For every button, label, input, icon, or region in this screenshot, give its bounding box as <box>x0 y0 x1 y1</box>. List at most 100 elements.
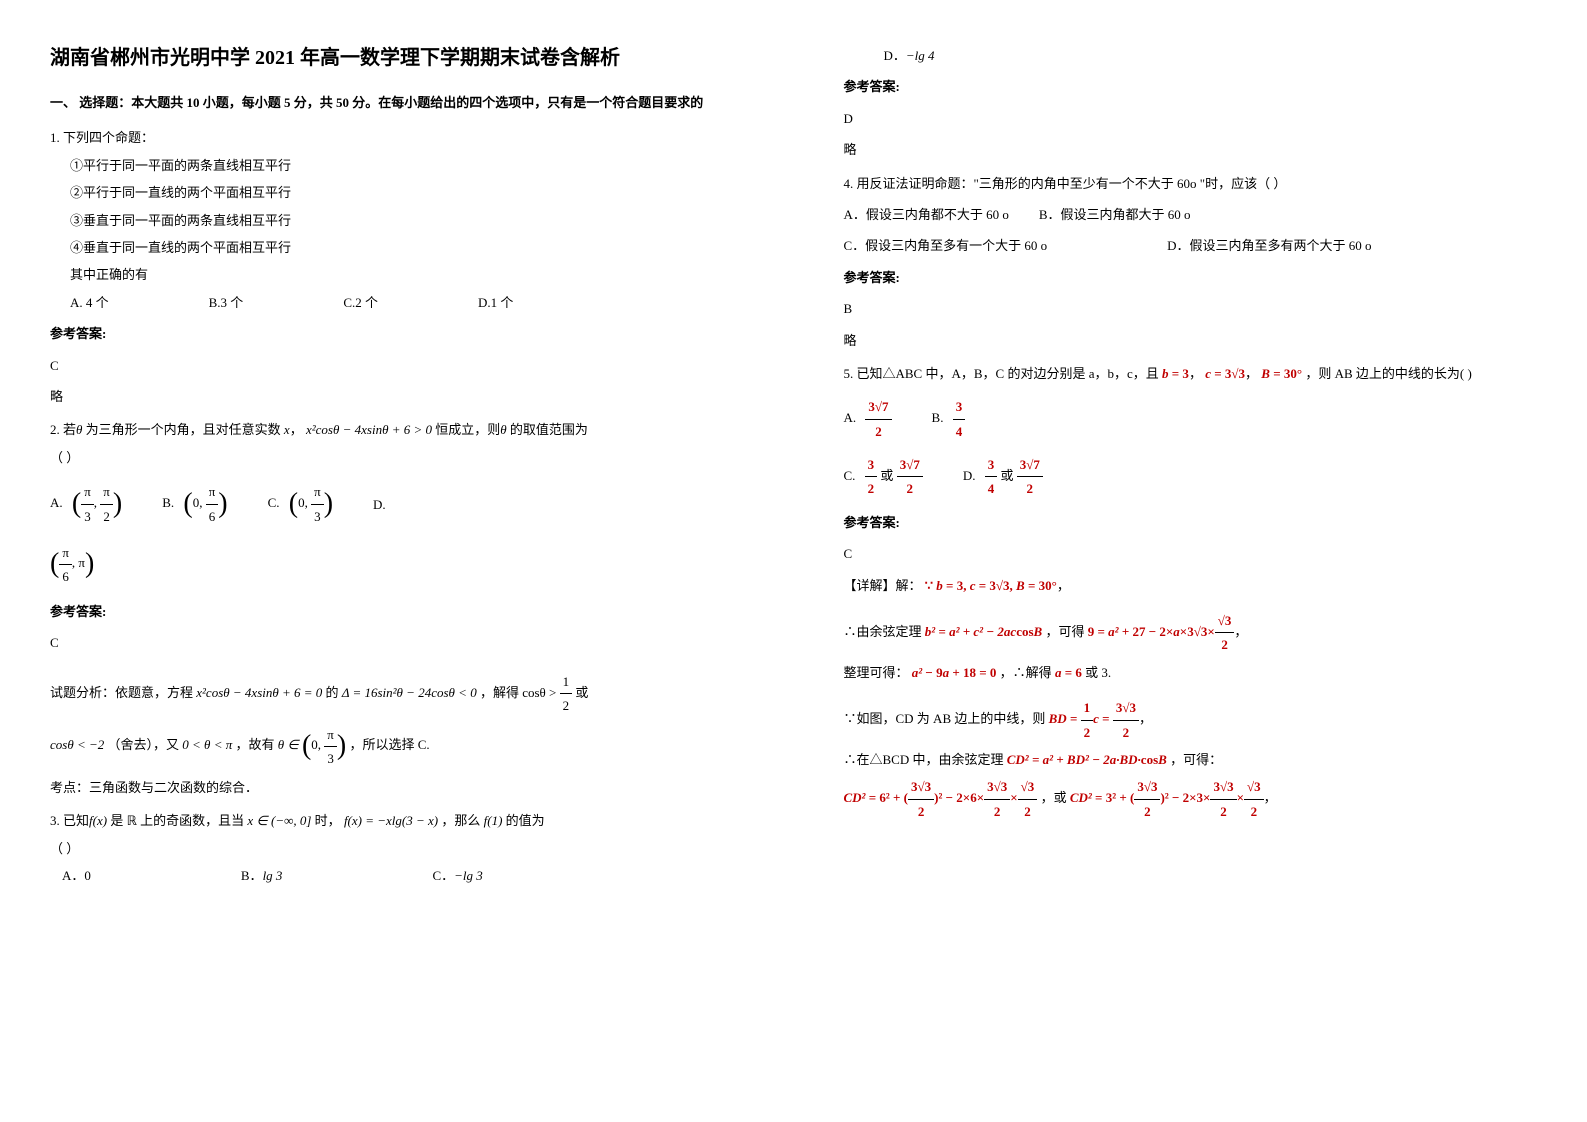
q2-explain1: 试题分析：依题意，方程 x²cosθ − 4xsinθ + 6 = 0 的 Δ … <box>50 670 744 718</box>
q5-d3-pre: 整理可得： <box>844 665 909 680</box>
q1-optA: A. 4 个 <box>70 291 109 314</box>
q3-brief: 略 <box>844 138 1538 161</box>
q3-stem: 3. 已知f(x) 是 ℝ 上的奇函数，且当 x ∈ (−∞, 0] 时， f(… <box>50 809 744 832</box>
q3-blank: （ ） <box>50 837 744 860</box>
q2-stem-mid: 为三角形一个内角，且对任意实数 <box>86 422 281 437</box>
q3-optD-label: D． <box>884 48 906 63</box>
q5-d6-mid: ，或 <box>1041 790 1067 805</box>
q2-stem: 2. 若θ 为三角形一个内角，且对任意实数 x， x²cosθ − 4xsinθ… <box>50 418 744 441</box>
q2-ex1-eq2: Δ = 16sin²θ − 24cosθ < 0 <box>342 685 477 700</box>
q2-ex2-mid1: （舍去），又 <box>108 738 180 753</box>
q1-ans-label: 参考答案: <box>50 322 744 345</box>
q2-optC-label: C. <box>268 491 280 514</box>
q3-optC-label: C． <box>432 868 454 883</box>
q4-ans: B <box>844 297 1538 320</box>
right-column: D．−lg 4 参考答案: D 略 4. 用反证法证明命题："三角形的内角中至少… <box>794 0 1587 1122</box>
q2-ex1-eq1: x²cosθ − 4xsinθ + 6 = 0 <box>196 685 322 700</box>
q5-detail5: ∴在△BCD 中，由余弦定理 CD² = a² + BD² − 2a·BD·co… <box>844 748 1538 771</box>
q5-stem-pre: 5. 已知△ABC 中，A，B，C 的对边分别是 a，b，c，且 <box>844 366 1159 381</box>
q4-optD: D．假设三内角至多有两个大于 60 o <box>1167 234 1371 257</box>
q2-stem-pre: 2. 若 <box>50 422 76 437</box>
q5-d3-mid: ，∴解得 <box>1000 665 1052 680</box>
q3-optC: C．−lg 3 <box>432 864 482 887</box>
q2-ex1-end: 或 <box>575 685 588 700</box>
q2-ans-label: 参考答案: <box>50 600 744 623</box>
q1-options: A. 4 个 B.3 个 C.2 个 D.1 个 <box>70 291 744 314</box>
q2-optB: B. (0, π6) <box>162 479 227 529</box>
q3-stem-end: 的值为 <box>506 813 545 828</box>
q5-stem-end: ，则 AB 边上的中线的长为( ) <box>1305 366 1471 381</box>
q3-stem-mid4: ，那么 <box>441 813 480 828</box>
q1-p2: ②平行于同一直线的两个平面相互平行 <box>70 181 744 204</box>
q3-stem-pre: 3. 已知 <box>50 813 89 828</box>
q1-optC: C.2 个 <box>343 291 378 314</box>
q2-ex2-mid2: 0 < θ < π <box>182 738 232 753</box>
q1-p1: ①平行于同一平面的两条直线相互平行 <box>70 154 744 177</box>
question-5: 5. 已知△ABC 中，A，B，C 的对边分别是 a，b，c，且 b = 3， … <box>844 362 1538 823</box>
q4-row1: A．假设三内角都不大于 60 o B．假设三内角都大于 60 o <box>844 203 1538 226</box>
q3-ans-label: 参考答案: <box>844 75 1538 98</box>
q2-ex2-after: ，所以选择 C. <box>349 738 429 753</box>
q5-detail-label: 【详解】解： <box>844 578 922 593</box>
q2-explain3: 考点：三角函数与二次函数的综合． <box>50 776 744 799</box>
q3-optB: B．lg 3 <box>241 864 283 887</box>
q1-stem: 1. 下列四个命题： <box>50 126 744 149</box>
q2-optA: A. (π3, π2) <box>50 479 122 529</box>
q5-d5-pre: ∴在△BCD 中，由余弦定理 <box>844 752 1004 767</box>
q5-detail3: 整理可得： a² − 9a + 18 = 0 ，∴解得 a = 6 或 3. <box>844 661 1538 684</box>
q2-optD-content: (π6, π) <box>50 539 94 589</box>
q1-brief: 略 <box>50 385 744 408</box>
q5-d2-pre: ∴由余弦定理 <box>844 624 922 639</box>
q4-row2: C．假设三内角至多有一个大于 60 o D．假设三内角至多有两个大于 60 o <box>844 234 1538 257</box>
q5-optC-mid: 或 <box>880 468 893 483</box>
q2-explain2: cosθ < −2 （舍去），又 0 < θ < π ，故有 θ ∈ (0, π… <box>50 721 744 771</box>
q2-stem-after: 恒成立，则 <box>435 422 500 437</box>
q3-options: A．0 B．lg 3 C．−lg 3 <box>62 864 744 887</box>
q3-optA: A．0 <box>62 864 91 887</box>
q4-brief: 略 <box>844 329 1538 352</box>
q5-optB: B. 34 <box>932 395 966 443</box>
q2-optB-label: B. <box>162 491 174 514</box>
q4-optC: C．假设三内角至多有一个大于 60 o <box>844 234 1048 257</box>
exam-title: 湖南省郴州市光明中学 2021 年高一数学理下学期期末试卷含解析 <box>50 40 744 76</box>
q5-detail2: ∴由余弦定理 b² = a² + c² − 2accosB ，可得 9 = a²… <box>844 609 1538 657</box>
q5-d5-end: ，可得： <box>1170 752 1222 767</box>
q5-ans-label: 参考答案: <box>844 511 1538 534</box>
q4-ans-label: 参考答案: <box>844 266 1538 289</box>
q5-optC: C. 32 或 3√72 <box>844 453 923 501</box>
q3-optC-val: −lg 3 <box>454 868 483 883</box>
q1-ans: C <box>50 354 744 377</box>
q5-d2-mid: ，可得 <box>1045 624 1084 639</box>
q2-ex1-mid: 的 <box>326 685 339 700</box>
q5-d3-end: 或 3. <box>1085 665 1111 680</box>
q1-p4: ④垂直于同一直线的两个平面相互平行 <box>70 236 744 259</box>
q3-optB-val: lg 3 <box>263 868 283 883</box>
q2-options-row1: A. (π3, π2) B. (0, π6) C. (0, π3) D. <box>50 479 744 529</box>
q2-optD-label: D. <box>373 493 386 516</box>
q1-optD: D.1 个 <box>478 291 513 314</box>
q3-stem-mid3: 时， <box>315 813 341 828</box>
q2-options-row2: (π6, π) <box>50 539 744 589</box>
question-1: 1. 下列四个命题： ①平行于同一平面的两条直线相互平行 ②平行于同一直线的两个… <box>50 126 744 408</box>
question-3: 3. 已知f(x) 是 ℝ 上的奇函数，且当 x ∈ (−∞, 0] 时， f(… <box>50 809 744 887</box>
section-header: 一、 选择题：本大题共 10 小题，每小题 5 分，共 50 分。在每小题给出的… <box>50 91 744 114</box>
q4-stem: 4. 用反证法证明命题："三角形的内角中至少有一个不大于 60o "时，应该（ … <box>844 172 1538 195</box>
q5-stem: 5. 已知△ABC 中，A，B，C 的对边分别是 a，b，c，且 b = 3， … <box>844 362 1538 385</box>
q5-optB-label: B. <box>932 406 944 429</box>
q5-d4-pre: ∵如图，CD 为 AB 边上的中线，则 <box>844 711 1046 726</box>
q1-p3: ③垂直于同一平面的两条直线相互平行 <box>70 209 744 232</box>
q2-ans: C <box>50 631 744 654</box>
q5-optD-label: D. <box>963 464 976 487</box>
q2-stem-end: 的取值范围为 <box>510 422 588 437</box>
q2-ex2-mid3: ，故有 <box>235 738 274 753</box>
left-column: 湖南省郴州市光明中学 2021 年高一数学理下学期期末试卷含解析 一、 选择题：… <box>0 0 794 1122</box>
question-4: 4. 用反证法证明命题："三角形的内角中至少有一个不大于 60o "时，应该（ … <box>844 172 1538 352</box>
q5-detail1: 【详解】解： ∵ b = 3, c = 3√3, B = 30°， <box>844 574 1538 597</box>
q3-ans: D <box>844 107 1538 130</box>
question-2: 2. 若θ 为三角形一个内角，且对任意实数 x， x²cosθ − 4xsinθ… <box>50 418 744 799</box>
q3-stem-mid2: 上的奇函数，且当 <box>140 813 244 828</box>
q5-optA-label: A. <box>844 406 857 429</box>
q3-optB-label: B． <box>241 868 263 883</box>
q5-optD-mid: 或 <box>1000 468 1013 483</box>
q1-p5: 其中正确的有 <box>70 263 744 286</box>
